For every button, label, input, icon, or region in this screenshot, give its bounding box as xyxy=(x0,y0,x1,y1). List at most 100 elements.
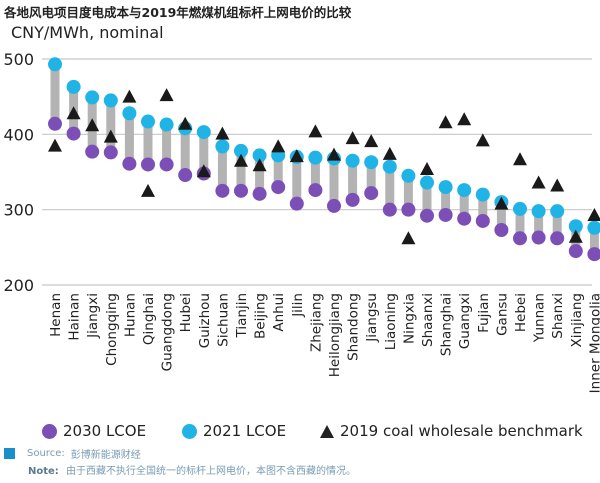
point-2030-lcoe xyxy=(308,183,323,198)
point-2030-lcoe xyxy=(215,183,230,198)
legend: 2030 LCOE 2021 LCOE 2019 coal wholesale … xyxy=(0,420,600,444)
point-2021-lcoe xyxy=(215,139,230,154)
point-2030-lcoe xyxy=(252,186,267,201)
range-bar xyxy=(124,113,134,164)
legend-item-coal: 2019 coal wholesale benchmark xyxy=(320,422,583,440)
x-tick-label: Jiangxi xyxy=(85,293,101,339)
y-tick-label: 400 xyxy=(3,125,34,144)
point-2021-lcoe xyxy=(252,148,267,163)
point-2030-lcoe xyxy=(178,168,193,183)
x-tick-label: Ningxia xyxy=(401,293,417,344)
point-2030-lcoe xyxy=(513,231,527,246)
x-tick-label: Guangdong xyxy=(160,293,176,371)
point-coal-benchmark xyxy=(308,124,323,138)
point-coal-benchmark xyxy=(141,183,155,197)
point-2021-lcoe xyxy=(587,220,600,235)
range-bar xyxy=(199,132,209,174)
range-bar xyxy=(496,202,506,231)
range-bar xyxy=(162,124,172,165)
x-tick-label: Chongqing xyxy=(104,293,120,366)
range-bar xyxy=(255,155,265,194)
range-bar xyxy=(552,211,562,239)
point-2030-lcoe xyxy=(345,192,360,207)
point-coal-benchmark xyxy=(587,207,600,221)
point-2021-lcoe xyxy=(513,201,527,216)
purple-dot-icon xyxy=(42,423,57,439)
point-coal-benchmark xyxy=(85,118,100,132)
triangle-icon xyxy=(320,424,334,438)
x-tick-label: Guizhou xyxy=(197,293,213,348)
note-line: Note: 由于西藏不执行全国统一的标杆上网电价，本图不含西藏的情况。 xyxy=(28,462,356,477)
point-2021-lcoe xyxy=(85,90,100,105)
blue-dot-icon xyxy=(182,423,197,439)
x-tick-label: Jiangsu xyxy=(364,293,380,343)
point-2021-lcoe xyxy=(382,159,397,174)
point-coal-benchmark xyxy=(103,129,118,143)
point-2021-lcoe xyxy=(66,79,81,94)
point-2030-lcoe xyxy=(438,207,453,222)
point-coal-benchmark xyxy=(382,146,397,160)
point-coal-benchmark xyxy=(494,196,509,210)
x-tick-label: Zhejiang xyxy=(308,293,324,352)
point-coal-benchmark xyxy=(215,126,230,140)
y-tick-label: 200 xyxy=(3,276,34,295)
point-2030-lcoe xyxy=(289,196,304,211)
legend-label-2021-lcoe: 2021 LCOE xyxy=(203,422,287,440)
note-text: 由于西藏不执行全国统一的标杆上网电价，本图不含西藏的情况。 xyxy=(66,466,356,477)
point-2030-lcoe xyxy=(550,231,565,246)
point-2030-lcoe xyxy=(234,183,248,198)
point-2030-lcoe xyxy=(271,180,286,195)
range-bar xyxy=(366,162,376,194)
point-coal-benchmark xyxy=(252,158,267,172)
point-2030-lcoe xyxy=(122,156,137,171)
range-bar xyxy=(310,157,320,191)
point-2030-lcoe xyxy=(48,116,62,131)
range-bar xyxy=(385,166,395,210)
point-2021-lcoe xyxy=(420,175,434,190)
point-2030-lcoe xyxy=(85,144,100,159)
y-axis-label: CNY/MWh, nominal xyxy=(11,23,164,42)
point-coal-benchmark xyxy=(196,164,211,178)
point-coal-benchmark xyxy=(178,116,193,130)
x-tick-label: Tianjin xyxy=(234,293,250,338)
point-coal-benchmark xyxy=(475,133,490,147)
point-coal-benchmark xyxy=(438,115,453,129)
point-2021-lcoe xyxy=(308,150,323,165)
point-coal-benchmark xyxy=(122,89,137,103)
point-2021-lcoe xyxy=(364,155,379,170)
point-2021-lcoe xyxy=(531,204,546,219)
point-2030-lcoe xyxy=(475,213,490,228)
range-bar xyxy=(478,194,488,221)
range-bar xyxy=(459,190,469,219)
range-bar xyxy=(236,150,246,191)
range-bar xyxy=(217,146,227,191)
point-2021-lcoe xyxy=(159,117,174,132)
x-tick-label: Shandong xyxy=(346,293,362,361)
source-line: Source: 彭博新能源财经 xyxy=(4,446,141,461)
x-tick-label: Jilin xyxy=(290,293,306,318)
x-tick-label: Gansu xyxy=(494,293,510,336)
x-tick-label: Henan xyxy=(48,293,64,337)
point-2030-lcoe xyxy=(364,186,379,201)
x-tick-label: Beijing xyxy=(253,293,269,339)
point-2021-lcoe xyxy=(234,143,248,158)
point-coal-benchmark xyxy=(159,88,174,102)
point-2030-lcoe xyxy=(457,211,472,226)
point-2030-lcoe xyxy=(159,157,174,172)
range-bar xyxy=(589,227,599,255)
point-coal-benchmark xyxy=(234,153,248,167)
x-tick-label: Heilongjiang xyxy=(327,293,343,377)
range-bar xyxy=(292,156,302,204)
x-tick-label: Xinjiang xyxy=(569,293,585,347)
source-label: Source: xyxy=(27,448,65,459)
range-bar xyxy=(422,182,432,216)
x-tick-label: Hebei xyxy=(513,293,529,332)
point-2030-lcoe xyxy=(531,230,546,245)
legend-label-coal: 2019 coal wholesale benchmark xyxy=(340,422,583,440)
point-coal-benchmark xyxy=(401,231,416,245)
x-tick-label: Anhui xyxy=(271,293,287,332)
y-tick-label: 500 xyxy=(3,50,34,69)
point-2021-lcoe xyxy=(48,57,62,72)
point-2030-lcoe xyxy=(327,198,341,213)
point-2021-lcoe xyxy=(550,204,565,219)
